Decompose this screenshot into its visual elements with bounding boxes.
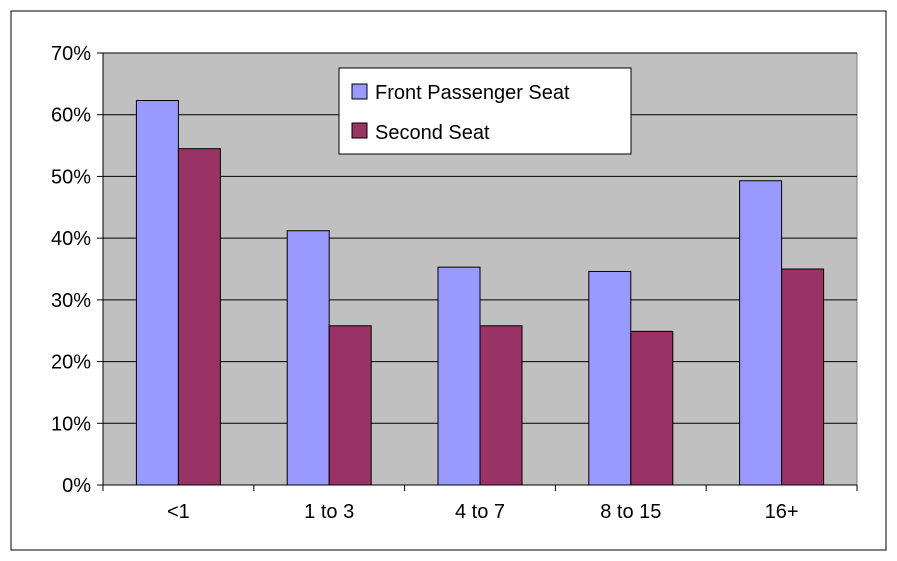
y-tick-label-3: 30% [51, 290, 91, 312]
legend-label-front-passenger-seat: Front Passenger Seat [375, 82, 570, 104]
legend-box [338, 67, 632, 155]
axes [97, 52, 858, 491]
bar-s1-c3 [630, 330, 674, 486]
bar-s0-c2 [437, 266, 481, 486]
x-tick-labels: <1 1 to 3 4 to 7 8 to 15 16+ [167, 501, 799, 523]
legend-swatch-front-passenger-seat [351, 83, 368, 100]
y-tick-labels: 0% 10% 20% 30% 40% 50% 60% 70% [51, 43, 91, 497]
x-tick-label-2: 4 to 7 [455, 501, 505, 523]
x-tick-label-4: 16+ [765, 501, 799, 523]
y-tick-label-7: 70% [51, 43, 91, 65]
legend-swatch-second-seat [351, 122, 368, 139]
y-tick-label-2: 20% [51, 352, 91, 374]
y-tick-label-1: 10% [51, 413, 91, 435]
legend-label-second-seat: Second Seat [375, 122, 490, 144]
bars [135, 100, 825, 486]
bar-s0-c4 [739, 180, 783, 486]
bar-s1-c0 [177, 148, 221, 486]
y-tick-label-0: 0% [62, 475, 91, 497]
bar-s0-c0 [135, 100, 179, 486]
y-tick-label-4: 40% [51, 228, 91, 250]
y-tick-label-6: 60% [51, 105, 91, 127]
bar-s0-c1 [286, 230, 330, 486]
bar-s1-c4 [781, 268, 825, 486]
x-tick-label-1: 1 to 3 [304, 501, 354, 523]
y-tick-label-5: 50% [51, 166, 91, 188]
x-tick-label-3: 8 to 15 [600, 501, 661, 523]
bar-s1-c2 [479, 325, 523, 486]
legend: Front Passenger Seat Second Seat [338, 67, 632, 155]
bar-s0-c3 [588, 270, 632, 486]
bar-s1-c1 [328, 325, 372, 486]
x-tick-label-0: <1 [167, 501, 190, 523]
